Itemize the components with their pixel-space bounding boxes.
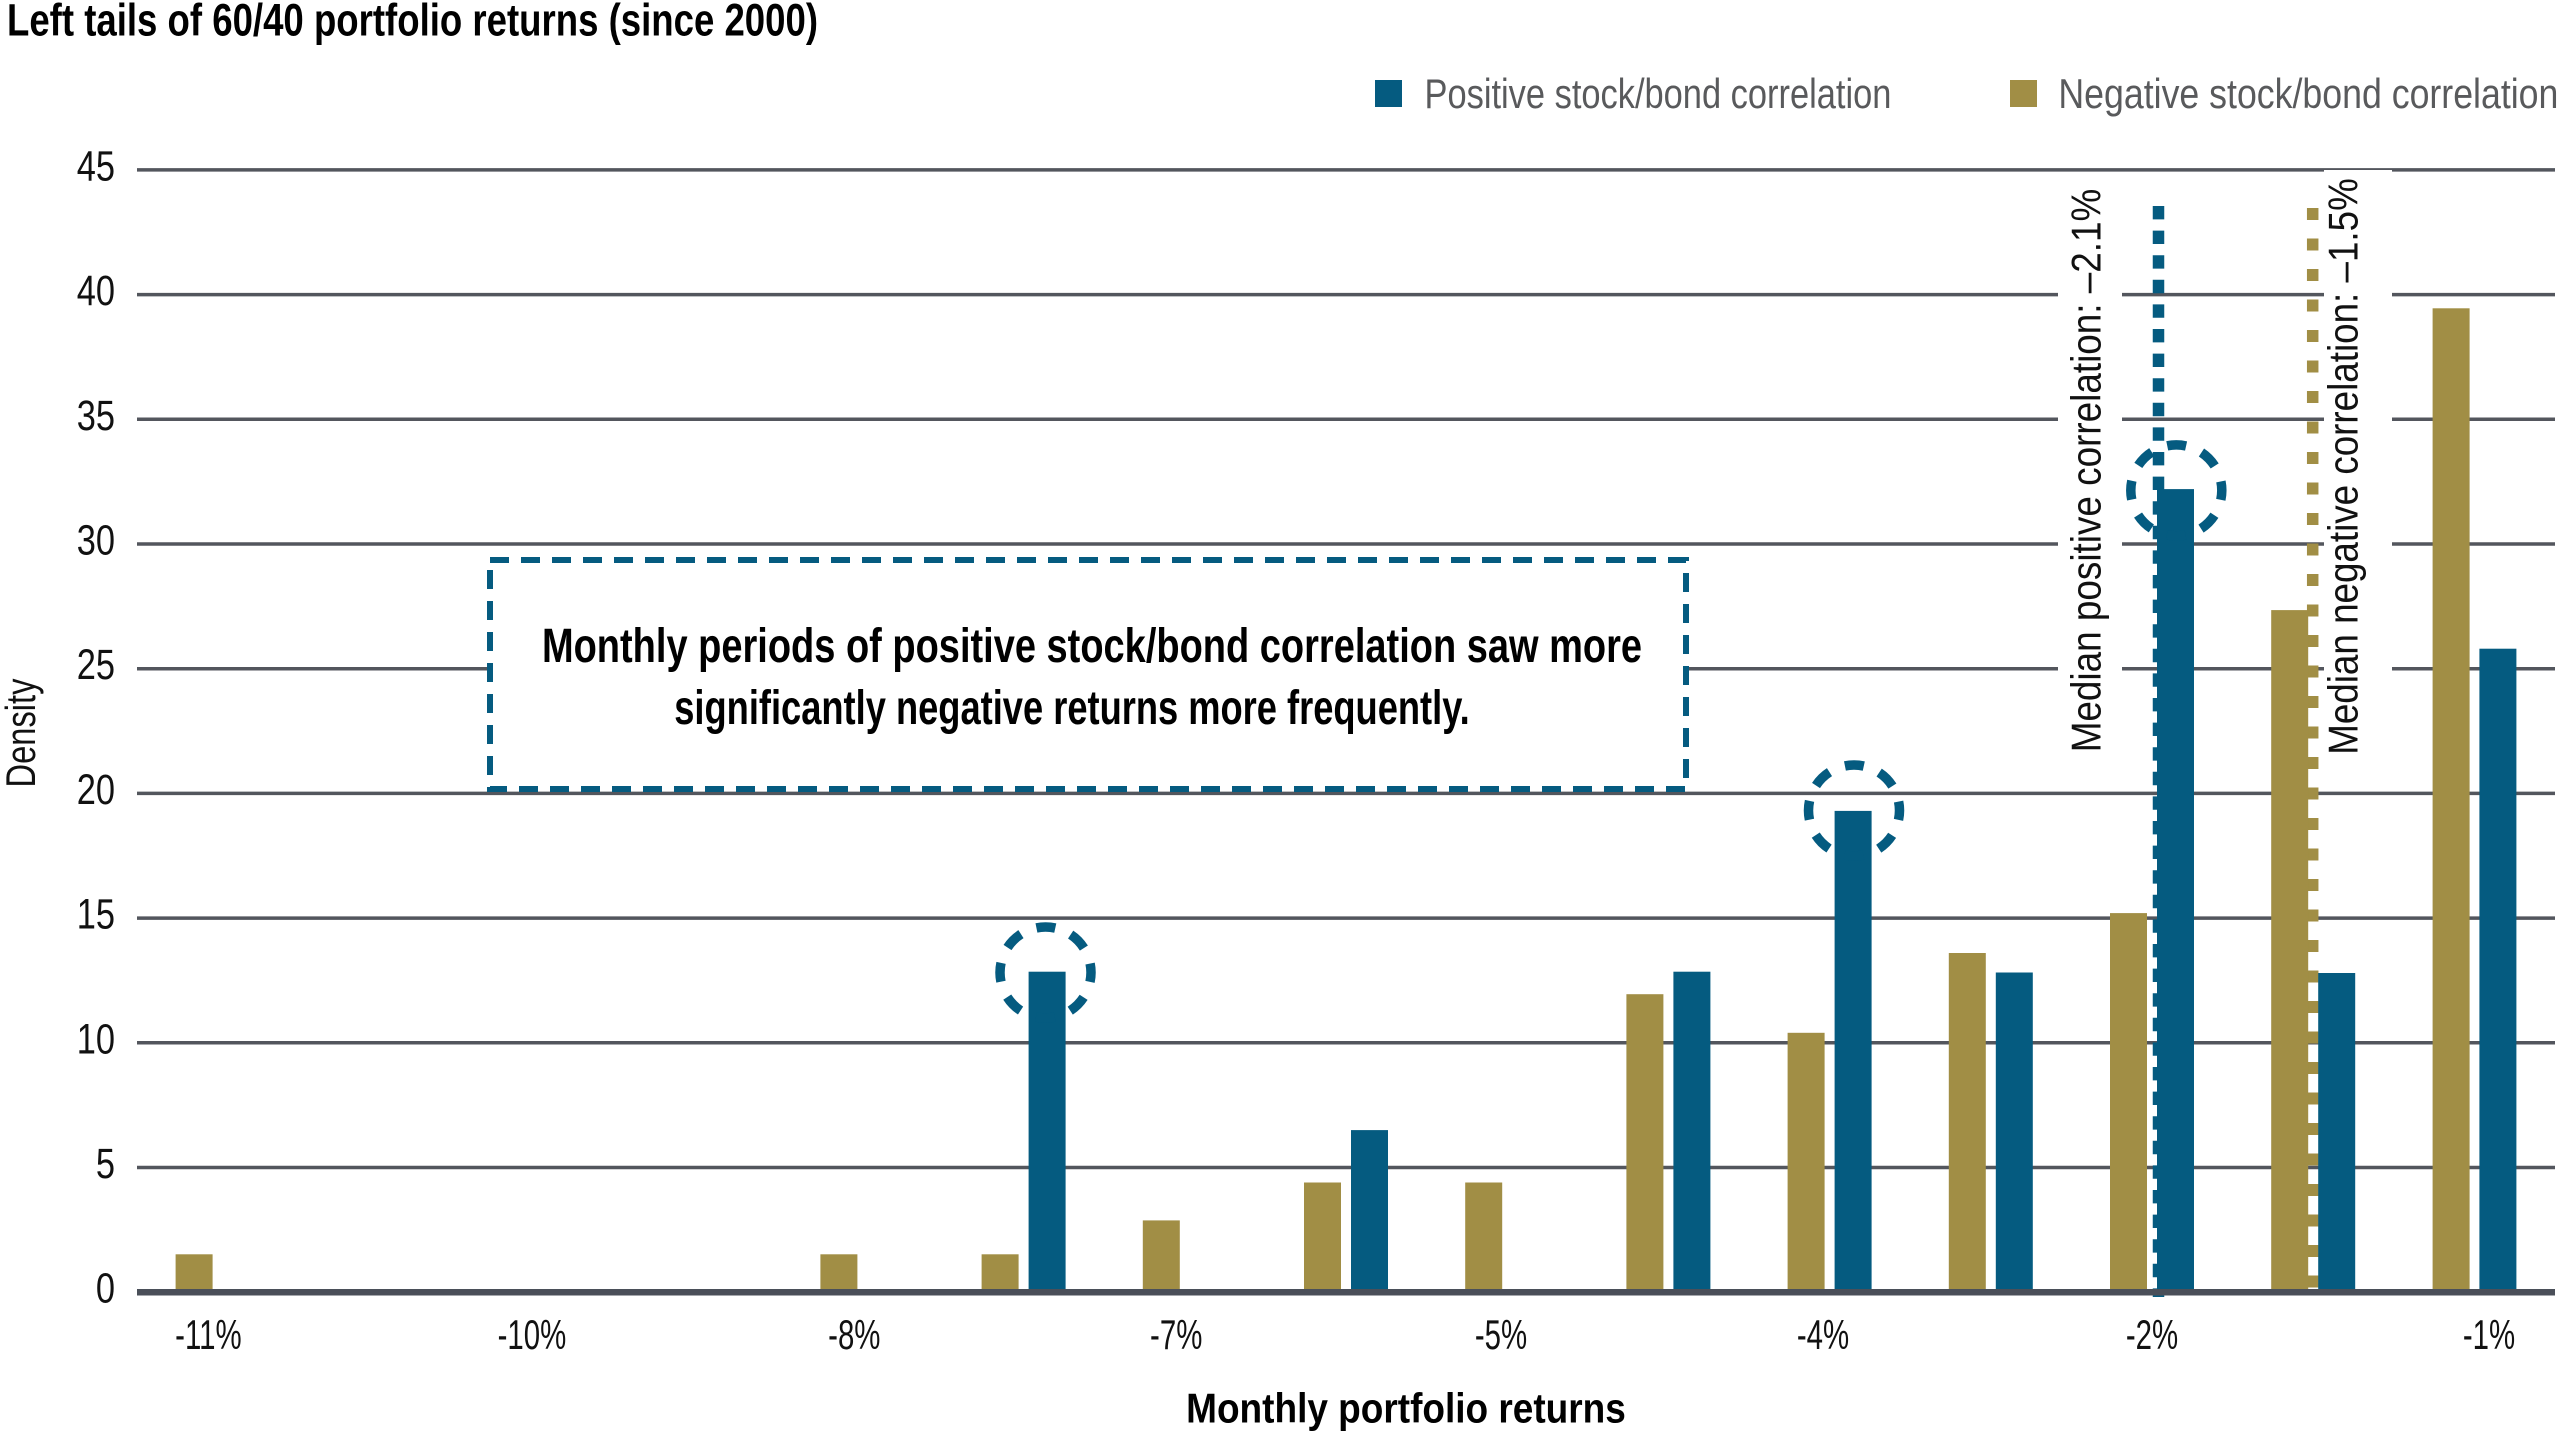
svg-text:35: 35 bbox=[77, 392, 115, 439]
svg-text:-10%: -10% bbox=[498, 1311, 567, 1359]
svg-text:40: 40 bbox=[77, 268, 115, 315]
svg-text:30: 30 bbox=[77, 517, 115, 564]
svg-text:Positive stock/bond correlatio: Positive stock/bond correlation bbox=[1425, 71, 1892, 118]
svg-text:Monthly portfolio returns: Monthly portfolio returns bbox=[1186, 1385, 1626, 1432]
svg-text:45: 45 bbox=[77, 143, 115, 190]
svg-text:20: 20 bbox=[77, 766, 115, 813]
svg-text:0: 0 bbox=[96, 1265, 115, 1312]
svg-text:significantly negative returns: significantly negative returns more freq… bbox=[674, 681, 1470, 735]
svg-text:-7%: -7% bbox=[1150, 1311, 1202, 1359]
svg-text:-8%: -8% bbox=[828, 1311, 880, 1359]
svg-text:Median negative correlation: –: Median negative correlation: –1.5% bbox=[2320, 178, 2367, 755]
svg-text:-11%: -11% bbox=[175, 1311, 241, 1359]
svg-text:5: 5 bbox=[96, 1140, 115, 1187]
svg-text:25: 25 bbox=[77, 642, 115, 689]
svg-text:Median positive correlation: –: Median positive correlation: –2.1% bbox=[2063, 189, 2110, 753]
svg-text:10: 10 bbox=[77, 1016, 115, 1063]
svg-text:-1%: -1% bbox=[2463, 1311, 2515, 1359]
svg-text:-2%: -2% bbox=[2126, 1311, 2178, 1359]
svg-text:15: 15 bbox=[77, 891, 115, 938]
svg-text:Density: Density bbox=[0, 678, 44, 787]
svg-text:Monthly periods of positive st: Monthly periods of positive stock/bond c… bbox=[542, 620, 1642, 673]
svg-text:-4%: -4% bbox=[1797, 1311, 1849, 1359]
svg-text:-5%: -5% bbox=[1475, 1311, 1527, 1359]
svg-text:Negative stock/bond correlatio: Negative stock/bond correlation bbox=[2058, 71, 2558, 117]
svg-text:Left tails of 60/40 portfolio: Left tails of 60/40 portfolio returns (s… bbox=[7, 0, 818, 45]
